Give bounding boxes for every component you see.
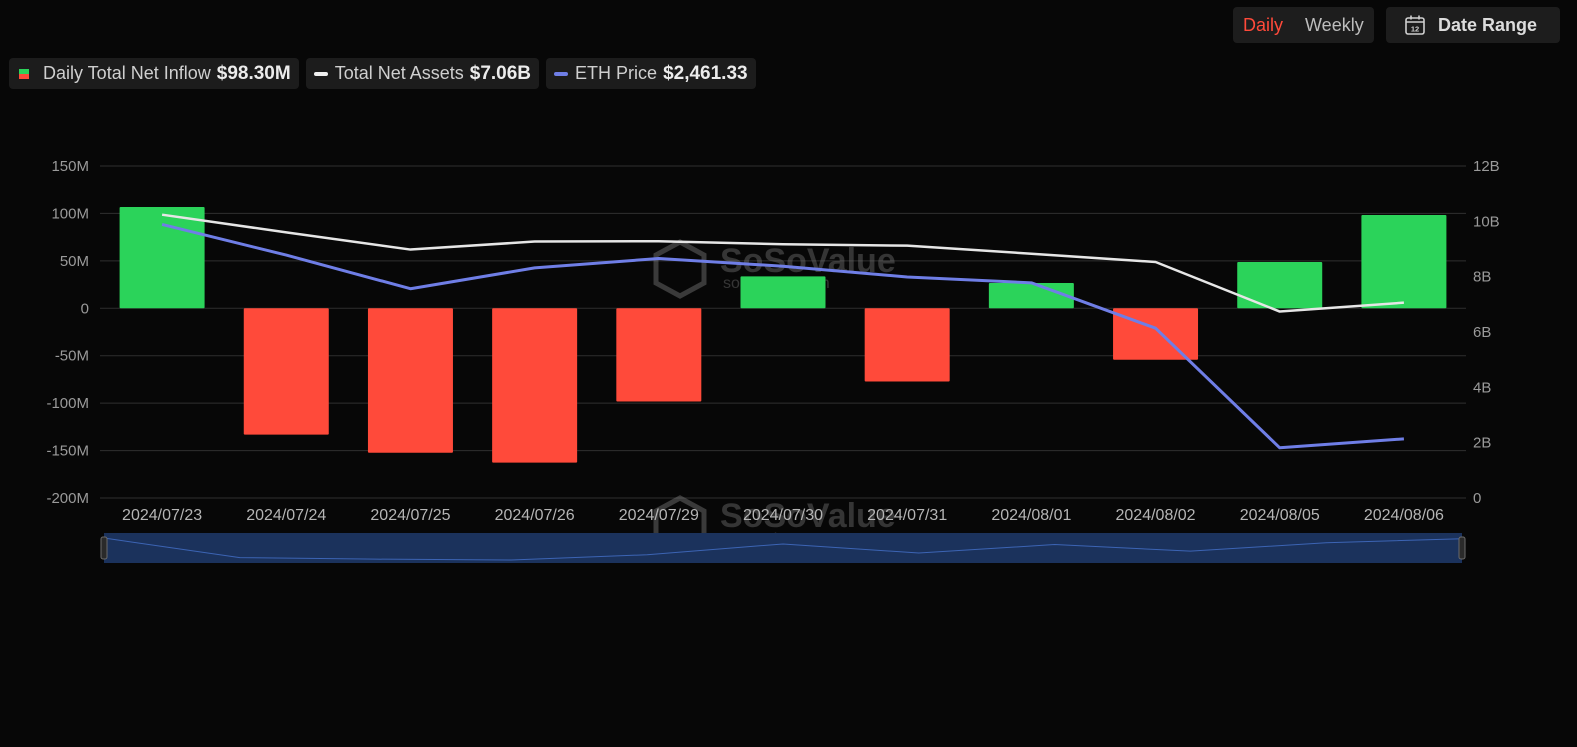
bar: [119, 206, 205, 309]
date-range-button[interactable]: 12 Date Range: [1386, 7, 1560, 43]
x-tick-label: 2024/07/30: [743, 507, 823, 524]
bar: [243, 308, 329, 435]
x-tick-label: 2024/07/24: [246, 507, 326, 524]
bar: [616, 308, 702, 402]
y-right-tick-label: 2B: [1473, 435, 1491, 452]
y-right-tick-label: 4B: [1473, 379, 1491, 396]
y-left-tick-label: -50M: [55, 348, 89, 365]
legend-value: $2,461.33: [663, 62, 748, 84]
y-right-tick-label: 6B: [1473, 324, 1491, 341]
calendar-day: 12: [1411, 25, 1419, 34]
y-right-tick-label: 10B: [1473, 213, 1500, 230]
slider-handle: [100, 536, 108, 560]
x-tick-label: 2024/07/29: [619, 507, 699, 524]
weekly-toggle[interactable]: Weekly: [1305, 14, 1364, 35]
x-tick-label: 2024/07/23: [122, 507, 202, 524]
bar-swatch-icon: [19, 68, 29, 79]
legend: Daily Total Net Inflow $98.30M Total Net…: [9, 58, 756, 89]
y-right-tick-label: 0: [1473, 490, 1481, 507]
x-tick-label: 2024/08/01: [991, 507, 1071, 524]
line-swatch-icon: [313, 71, 328, 76]
y-right-tick-label: 12B: [1473, 158, 1500, 175]
net-assets-line: [161, 213, 1404, 313]
eth-price-line: [161, 222, 1405, 450]
legend-value: $7.06B: [469, 62, 532, 84]
legend-label: Daily Total Net Inflow: [43, 63, 211, 83]
date-range-label: Date Range: [1438, 14, 1538, 35]
x-tick-label: 2024/07/31: [867, 507, 947, 524]
y-left-tick-label: 100M: [51, 205, 89, 222]
zoom-slider[interactable]: [100, 533, 1466, 563]
y-left-tick-label: -200M: [46, 490, 89, 507]
slider-preview-line: [103, 537, 1463, 561]
bar: [492, 308, 578, 463]
y-left-tick-label: 0: [81, 300, 89, 317]
bar: [1361, 215, 1447, 309]
daily-toggle[interactable]: Daily: [1243, 14, 1284, 35]
legend-item-net-inflow[interactable]: Daily Total Net Inflow $98.30M: [9, 58, 299, 89]
x-tick-label: 2024/08/05: [1240, 507, 1320, 524]
legend-value: $98.30M: [216, 62, 291, 84]
x-tick-label: 2024/07/25: [370, 507, 450, 524]
interval-toggle: Daily Weekly: [1233, 7, 1374, 43]
x-tick-label: 2024/07/26: [495, 507, 575, 524]
y-left-tick-label: -100M: [46, 395, 89, 412]
watermark-brand-lower: SoSoValue: [720, 497, 896, 535]
legend-item-net-assets[interactable]: Total Net Assets $7.06B: [305, 58, 540, 89]
y-left-tick-label: 50M: [60, 253, 89, 270]
bar: [864, 308, 950, 382]
x-tick-label: 2024/08/02: [1116, 507, 1196, 524]
legend-item-eth-price[interactable]: ETH Price $2,461.33: [546, 58, 756, 89]
bar: [988, 282, 1074, 309]
slider-handle: [1458, 536, 1466, 560]
x-tick-label: 2024/08/06: [1364, 507, 1444, 524]
legend-label: Total Net Assets: [334, 63, 464, 83]
y-left-tick-label: 150M: [51, 158, 89, 175]
calendar-icon: 12: [1405, 15, 1425, 35]
line-swatch-icon: [554, 71, 569, 76]
y-left-tick-label: -150M: [46, 443, 89, 460]
legend-label: ETH Price: [575, 63, 658, 83]
bar: [740, 276, 826, 309]
bar: [1237, 261, 1323, 309]
y-right-tick-label: 8B: [1473, 269, 1491, 286]
bar: [367, 308, 453, 453]
